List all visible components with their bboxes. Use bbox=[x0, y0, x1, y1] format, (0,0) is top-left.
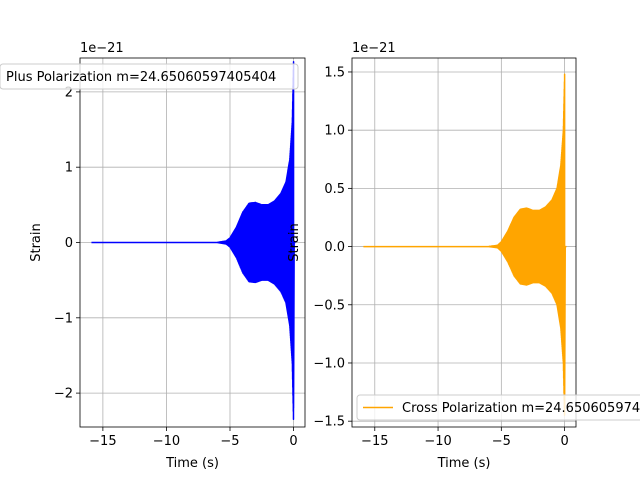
right-axes-frame bbox=[351, 57, 577, 428]
cross-polarization-panel: −15 −10 −5 0−1.5−1.0−0.50.00.51.01.5 1e−21 … bbox=[287, 41, 640, 471]
y-tick-label: 1.5 bbox=[324, 65, 345, 80]
left-x-axis-label: Time (s) bbox=[165, 456, 219, 471]
y-tick-label: −1.0 bbox=[313, 356, 345, 371]
x-tick-label: −10 bbox=[153, 434, 180, 449]
right-y-axis-label: Strain bbox=[287, 223, 302, 262]
y-tick-label: 0 bbox=[65, 236, 73, 251]
x-tick-label: −15 bbox=[89, 434, 116, 449]
left-legend: Plus Polarization m=24.65060597405404 bbox=[0, 63, 299, 90]
left-y-axis-label: Strain bbox=[29, 223, 44, 262]
y-tick-label: −1 bbox=[54, 311, 73, 326]
y-tick-label: −1.5 bbox=[313, 415, 345, 430]
right-legend-box bbox=[356, 394, 640, 421]
x-tick-label: −15 bbox=[361, 434, 388, 449]
right-offset-label: 1e−21 bbox=[352, 41, 396, 56]
x-tick-label: −10 bbox=[424, 434, 451, 449]
y-tick-label: −0.5 bbox=[313, 298, 345, 313]
y-tick-label: 0.5 bbox=[324, 182, 345, 197]
right-data bbox=[362, 73, 567, 416]
x-tick-label: −5 bbox=[220, 434, 239, 449]
right-ticks: −15 −10 −5 0 −1.5 −1.0 −0.5 0.0 0.5 1.0 1.5 bbox=[313, 65, 568, 449]
legend-label-cross: Cross Polarization m=24.65060597405404 bbox=[402, 401, 640, 416]
y-tick-label: 0.0 bbox=[324, 240, 345, 255]
y-tick-label: 1 bbox=[65, 161, 73, 176]
left-offset-label: 1e−21 bbox=[80, 41, 124, 56]
x-tick-label: 0 bbox=[560, 434, 568, 449]
y-tick-label: 1.0 bbox=[324, 124, 345, 139]
series-line-cross bbox=[362, 73, 567, 416]
right-legend: Cross Polarization m=24.65060597405404 bbox=[356, 394, 640, 421]
left-data bbox=[90, 61, 296, 420]
left-legend-box bbox=[0, 63, 299, 90]
x-tick-label: 0 bbox=[289, 434, 297, 449]
right-x-axis-label: Time (s) bbox=[437, 456, 491, 471]
y-tick-label: −2 bbox=[54, 387, 73, 402]
legend-label-plus: Plus Polarization m=24.65060597405404 bbox=[6, 70, 276, 85]
series-line-plus bbox=[90, 61, 296, 420]
y-tick-label: 2 bbox=[65, 85, 73, 100]
x-tick-label: −5 bbox=[492, 434, 511, 449]
